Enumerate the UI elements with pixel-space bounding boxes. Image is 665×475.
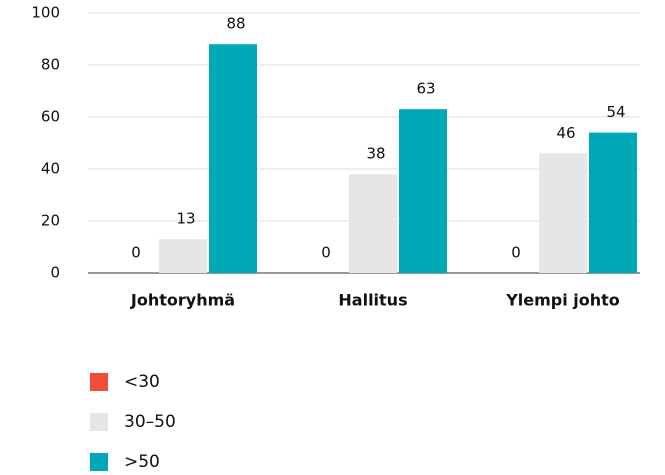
y-tick-label: 0 [50,264,60,282]
x-tick-label: Johtoryhmä [130,291,235,310]
legend-swatch [90,453,108,471]
bar [209,44,257,274]
data-label: 54 [606,103,625,121]
data-label: 63 [416,80,435,98]
bar [349,174,397,273]
y-tick-label: 80 [41,56,60,74]
legend-label: 30–50 [124,412,176,432]
data-label: 88 [226,15,245,33]
bar [539,153,587,273]
y-tick-label: 100 [31,4,60,22]
y-tick-label: 40 [41,160,60,178]
x-tick-label: Hallitus [338,291,407,310]
legend-label: >50 [124,452,160,472]
data-label: 38 [366,145,385,163]
y-tick-label: 20 [41,212,60,230]
bar [159,239,207,273]
y-tick-label: 60 [41,108,60,126]
data-label: 0 [321,244,331,262]
data-label: 0 [511,244,521,262]
legend-label: <30 [124,372,160,392]
bar [399,109,447,273]
bar [589,132,637,273]
x-tick-label: Ylempi johto [505,291,620,310]
data-label: 13 [176,210,195,228]
data-label: 0 [131,244,141,262]
legend-swatch [90,373,108,391]
data-label: 46 [556,124,575,142]
legend-swatch [90,413,108,431]
